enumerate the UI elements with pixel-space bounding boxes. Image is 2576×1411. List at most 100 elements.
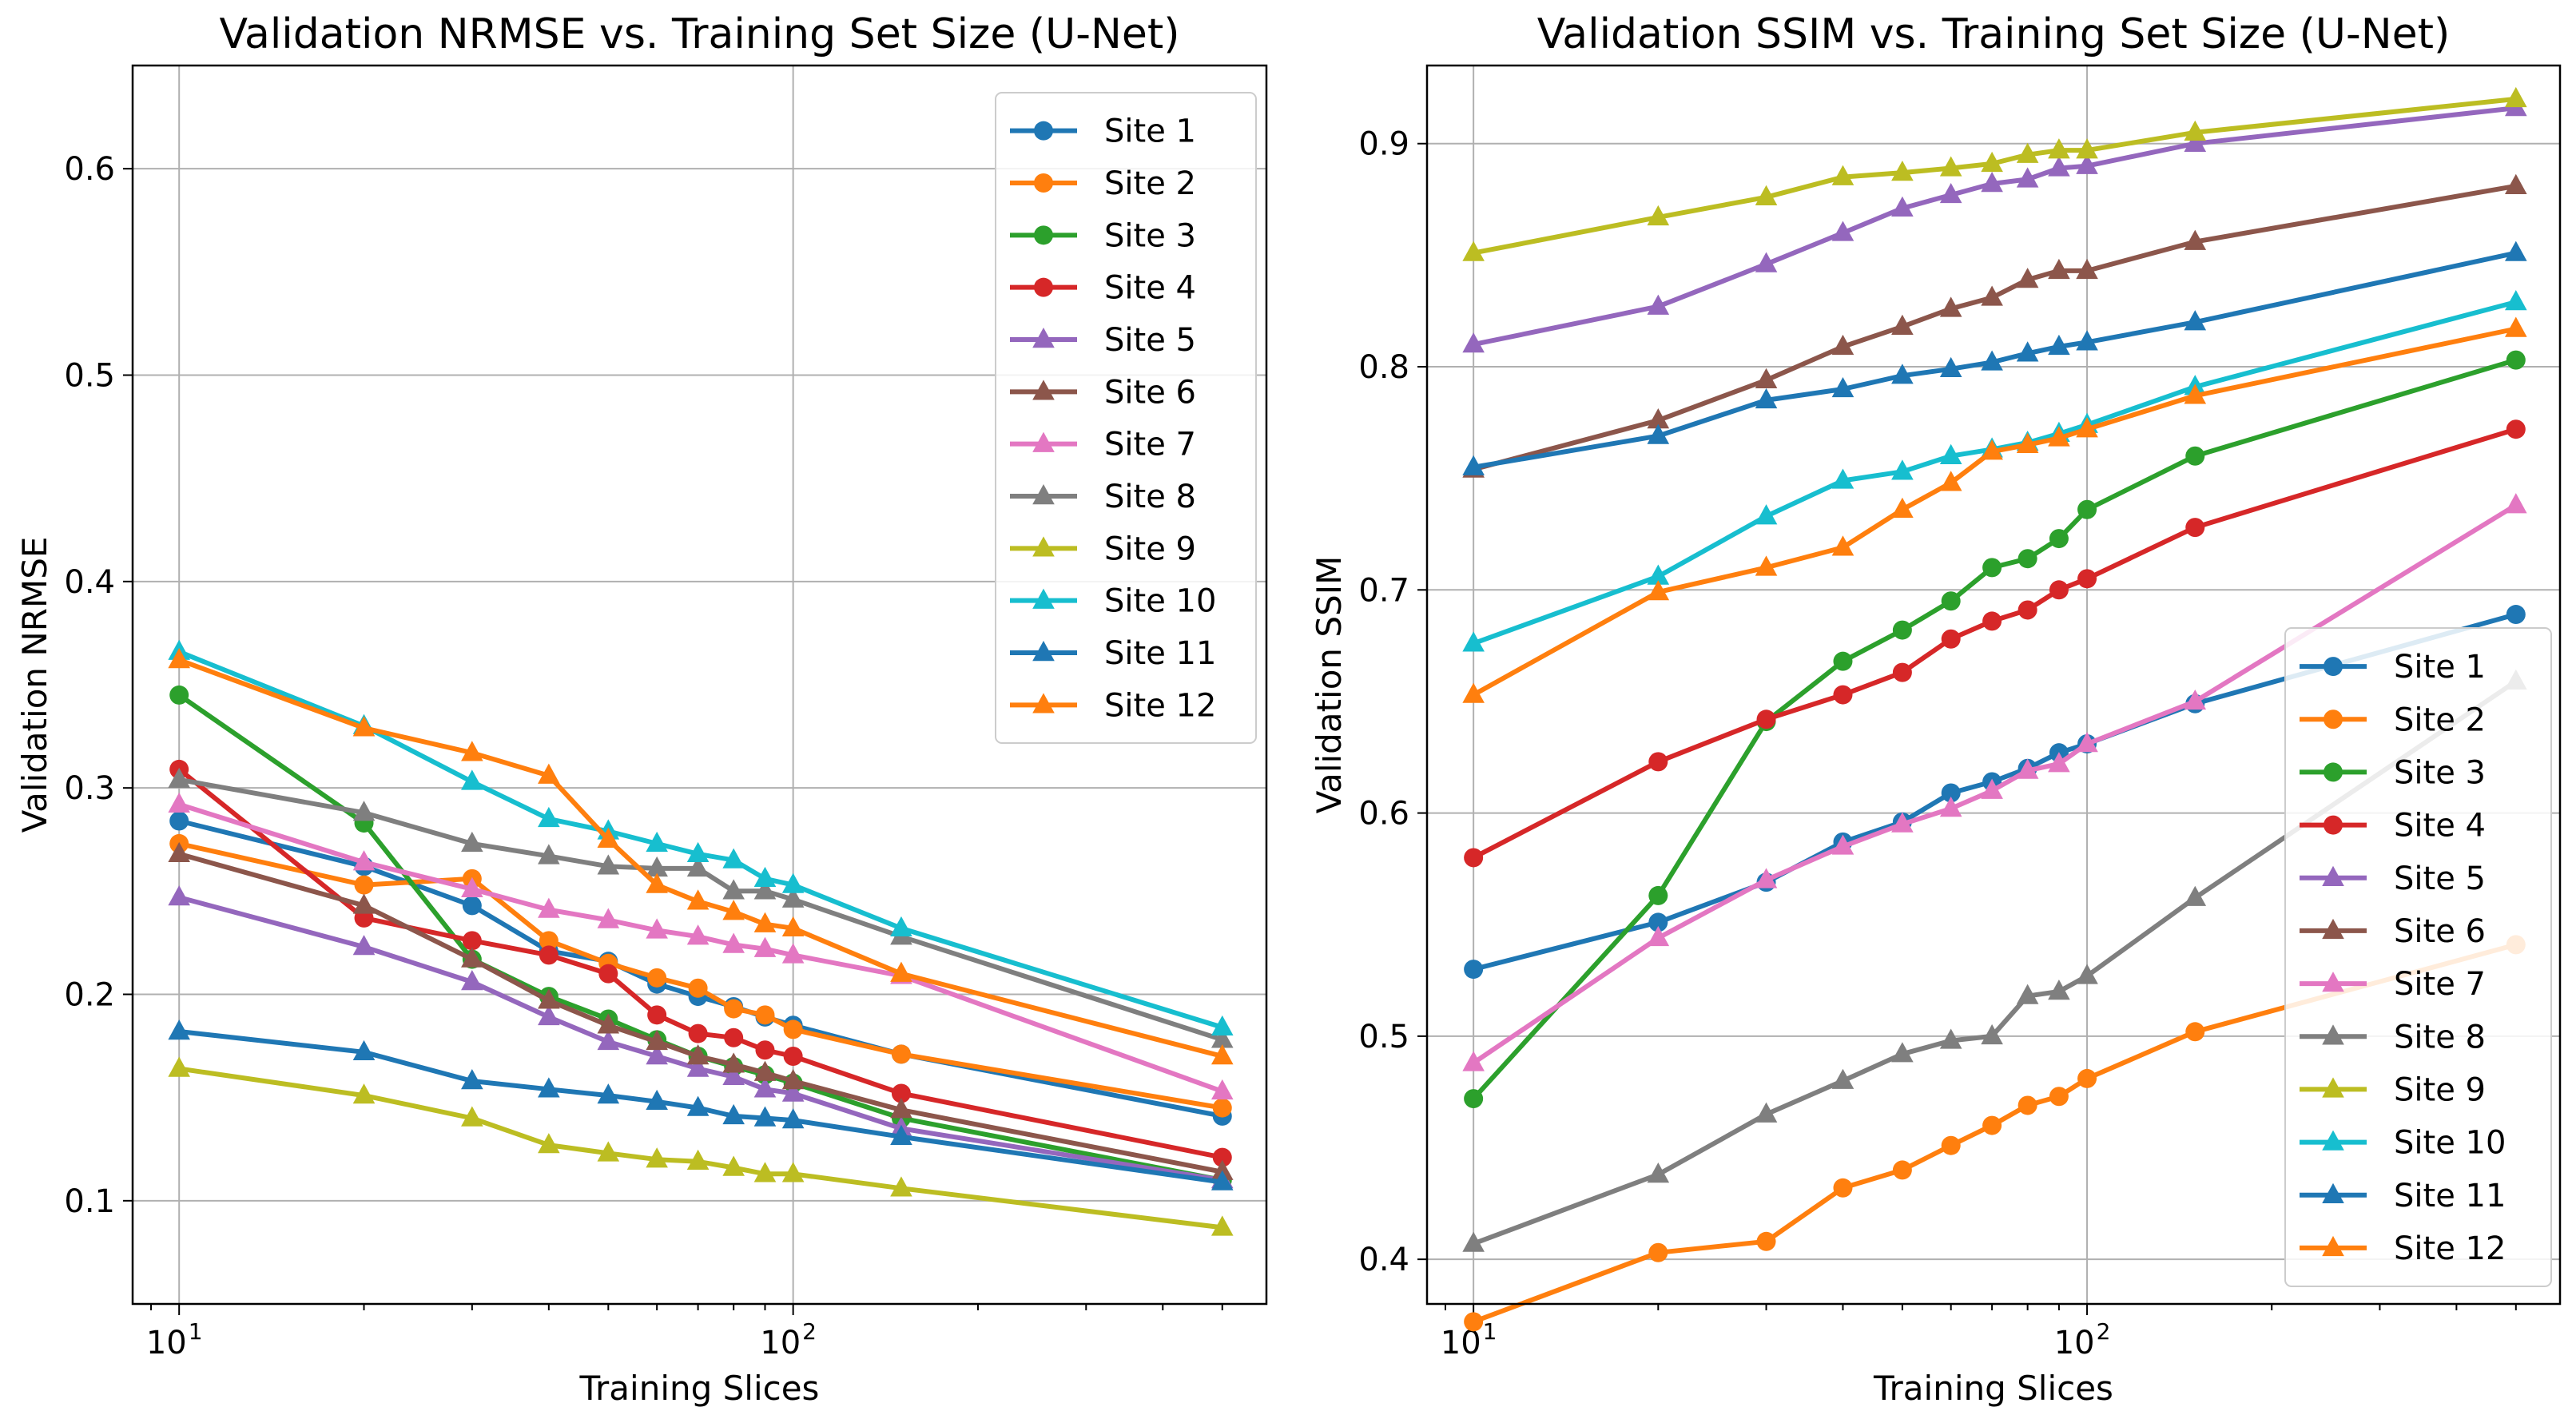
legend-entry: Site 6	[1010, 374, 1196, 411]
data-point	[1939, 156, 1962, 177]
series-line	[1471, 183, 2518, 472]
data-point	[2016, 167, 2039, 188]
legend-marker	[1034, 225, 1053, 245]
data-point	[781, 1162, 805, 1182]
data-point	[781, 1081, 805, 1102]
data-point	[646, 1029, 668, 1051]
legend-marker	[1032, 693, 1055, 713]
data-point	[2506, 350, 2526, 370]
legend-label: Site 11	[1104, 635, 1216, 672]
data-point	[2077, 569, 2097, 589]
legend-entry: Site 12	[1010, 687, 1216, 724]
x-axis-label: Training Slices	[1873, 1369, 2113, 1408]
data-point	[686, 856, 710, 877]
data-point	[724, 1027, 744, 1047]
data-point	[1462, 682, 1485, 703]
data-point	[168, 885, 190, 906]
legend-label: Site 12	[1104, 687, 1216, 724]
data-point	[352, 1083, 376, 1104]
legend-entry: Site 3	[2300, 754, 2486, 791]
data-point	[1981, 285, 2003, 306]
data-point	[2184, 120, 2207, 141]
data-point	[461, 970, 483, 991]
legend-entry: Site 8	[1010, 479, 1196, 515]
legend-entry: Site 2	[2300, 702, 2486, 738]
data-point	[1648, 752, 1668, 772]
y-tick-label: 0.4	[64, 564, 115, 601]
data-point	[1756, 1231, 1776, 1251]
data-point	[1464, 1089, 1484, 1109]
data-point	[688, 978, 708, 998]
legend-entry: Site 11	[1010, 635, 1216, 672]
series-line	[177, 658, 1225, 1059]
data-point	[1939, 356, 1962, 378]
data-point	[538, 988, 560, 1009]
data-point	[1981, 350, 2003, 371]
data-point	[753, 912, 777, 932]
y-tick-label: 0.5	[1358, 1019, 1409, 1055]
legend-marker	[1032, 431, 1055, 452]
data-point	[1647, 1163, 1670, 1183]
data-point	[890, 1098, 912, 1119]
data-point	[890, 1176, 912, 1197]
y-tick-label: 0.6	[64, 151, 115, 188]
data-point	[722, 900, 745, 920]
legend-label: Site 8	[1104, 479, 1196, 515]
data-point	[1647, 423, 1670, 444]
data-point	[2077, 499, 2097, 519]
data-point	[2505, 493, 2527, 514]
data-point	[781, 1069, 805, 1090]
legend-marker	[1032, 328, 1055, 348]
data-point	[2048, 258, 2070, 280]
data-point	[1981, 1023, 2003, 1045]
legend-entry: Site 7	[2300, 966, 2486, 1003]
legend-label: Site 7	[1104, 427, 1196, 463]
series-line	[177, 818, 1225, 1119]
legend-entry: Site 11	[2300, 1178, 2506, 1214]
data-point	[1981, 172, 2003, 193]
data-point	[1831, 535, 1854, 556]
data-point	[2185, 446, 2205, 466]
data-point	[1462, 631, 1485, 652]
data-point	[1831, 834, 1854, 855]
data-point	[168, 1019, 190, 1040]
data-point	[354, 875, 374, 895]
data-point	[2048, 156, 2070, 177]
legend-entry: Site 5	[1010, 322, 1196, 359]
legend-entry: Site 7	[1010, 427, 1196, 463]
data-point	[2077, 1068, 2097, 1088]
data-point	[1755, 504, 1778, 525]
legend-label: Site 10	[2394, 1125, 2506, 1162]
series-line	[177, 1029, 1225, 1185]
data-point	[686, 1149, 710, 1170]
legend-label: Site 9	[2394, 1071, 2486, 1108]
data-point	[755, 1040, 775, 1060]
data-point	[1464, 960, 1484, 980]
y-tick-label: 0.2	[64, 977, 115, 1014]
data-point	[755, 1005, 775, 1025]
legend-entry: Site 9	[2300, 1071, 2486, 1108]
data-point	[1210, 1015, 1234, 1036]
data-point	[1891, 1042, 1914, 1063]
data-point	[1939, 797, 1962, 817]
data-point	[352, 935, 376, 956]
data-point	[722, 1052, 745, 1073]
legend: Site 1 Site 2 Site 3 Site 4 Site 5 Site 6 Site…	[995, 92, 1257, 744]
data-point	[753, 1106, 777, 1127]
y-tick-label: 0.4	[1358, 1242, 1409, 1278]
data-point	[1210, 1027, 1234, 1048]
data-point	[1939, 443, 1962, 464]
legend-marker	[1034, 277, 1053, 297]
x-axis-label: Training Slices	[579, 1369, 820, 1408]
data-point	[1464, 848, 1484, 868]
data-point	[891, 1083, 911, 1103]
series-line	[177, 1066, 1225, 1230]
data-point	[1647, 925, 1670, 947]
data-point	[352, 850, 376, 871]
data-point	[1831, 1068, 1854, 1089]
ssim-series-5	[1462, 96, 2527, 353]
data-point	[462, 896, 482, 916]
data-point	[2076, 258, 2098, 280]
data-point	[753, 1162, 777, 1182]
data-point	[647, 1005, 667, 1025]
